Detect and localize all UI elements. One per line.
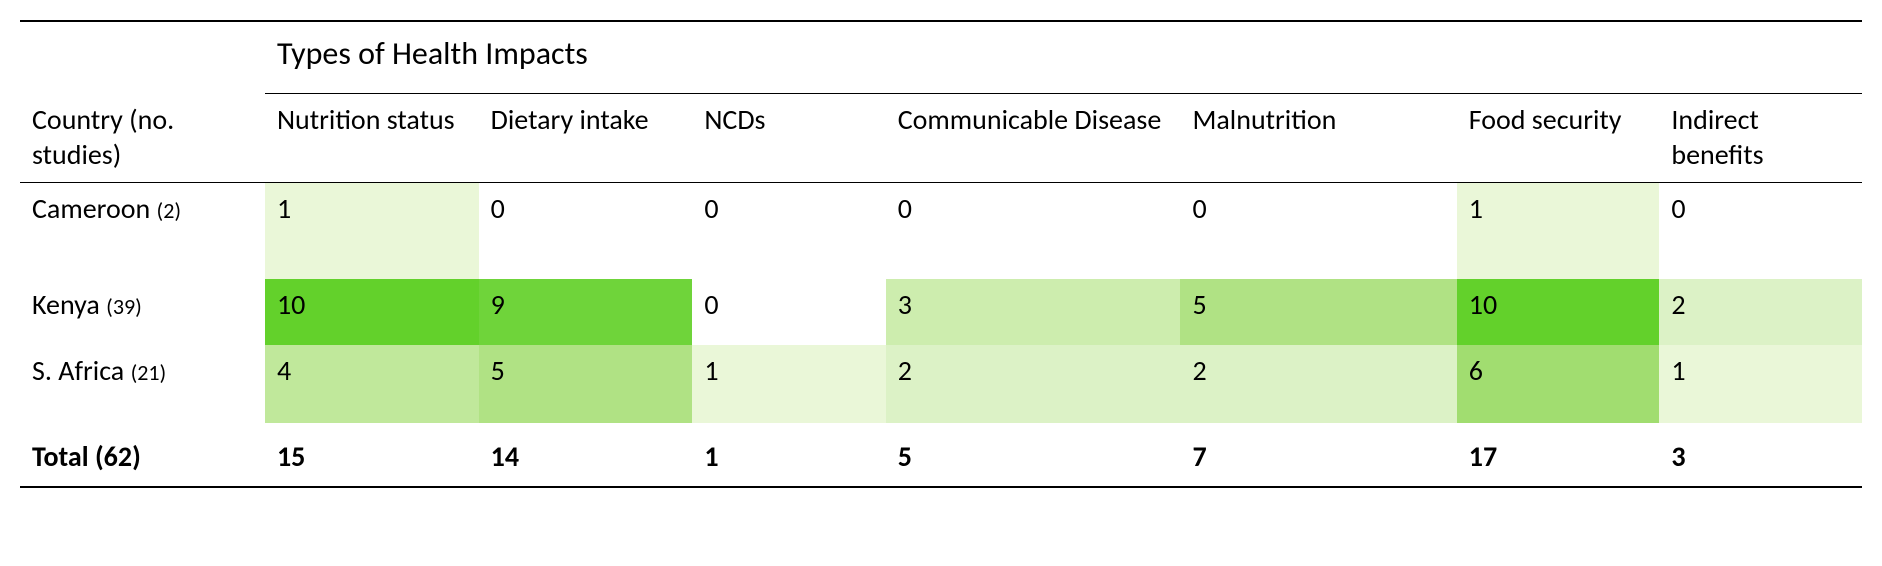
- column-header: Communicable Disease: [886, 94, 1181, 183]
- row-label-sublabel: (21): [131, 359, 167, 386]
- data-cell: 2: [1659, 279, 1862, 345]
- row-header-label: Country (no. studies): [20, 94, 265, 183]
- data-cell: 0: [692, 279, 885, 345]
- data-cell: 10: [265, 279, 479, 345]
- total-cell: 3: [1659, 423, 1862, 487]
- total-label: Total (62): [20, 423, 265, 487]
- column-header: Indirect benefits: [1659, 94, 1862, 183]
- data-cell: 4: [265, 345, 479, 423]
- row-label: Kenya (39): [20, 279, 265, 345]
- data-cell: 0: [1659, 183, 1862, 280]
- data-cell: 3: [886, 279, 1181, 345]
- total-cell: 17: [1457, 423, 1660, 487]
- row-header-main: Country: [32, 102, 123, 137]
- column-header: Nutrition status: [265, 94, 479, 183]
- data-cell: 2: [1180, 345, 1456, 423]
- data-cell: 5: [1180, 279, 1456, 345]
- total-cell: 5: [886, 423, 1181, 487]
- column-header: Malnutrition: [1180, 94, 1456, 183]
- row-label: Cameroon (2): [20, 183, 265, 280]
- data-cell: 0: [886, 183, 1181, 280]
- data-cell: 6: [1457, 345, 1660, 423]
- data-cell: 1: [1659, 345, 1862, 423]
- total-cell: 15: [265, 423, 479, 487]
- data-cell: 10: [1457, 279, 1660, 345]
- total-cell: 7: [1180, 423, 1456, 487]
- total-cell: 1: [692, 423, 885, 487]
- header-blank: [20, 21, 265, 94]
- row-label-main: Kenya: [32, 287, 100, 322]
- row-label-main: S. Africa: [32, 353, 124, 388]
- row-label: S. Africa (21): [20, 345, 265, 423]
- data-cell: 1: [1457, 183, 1660, 280]
- column-header: Dietary intake: [479, 94, 693, 183]
- data-cell: 1: [265, 183, 479, 280]
- column-header: NCDs: [692, 94, 885, 183]
- data-cell: 1: [692, 345, 885, 423]
- data-cell: 0: [479, 183, 693, 280]
- column-header: Food security: [1457, 94, 1660, 183]
- health-impacts-table: Types of Health ImpactsCountry (no. stud…: [20, 20, 1862, 488]
- data-cell: 0: [1180, 183, 1456, 280]
- row-label-sublabel: (39): [106, 293, 142, 320]
- data-cell: 2: [886, 345, 1181, 423]
- row-label-main: Cameroon: [32, 191, 150, 226]
- data-cell: 9: [479, 279, 693, 345]
- row-label-sublabel: (2): [157, 197, 182, 224]
- total-cell: 14: [479, 423, 693, 487]
- section-title: Types of Health Impacts: [265, 21, 1862, 94]
- data-cell: 5: [479, 345, 693, 423]
- data-cell: 0: [692, 183, 885, 280]
